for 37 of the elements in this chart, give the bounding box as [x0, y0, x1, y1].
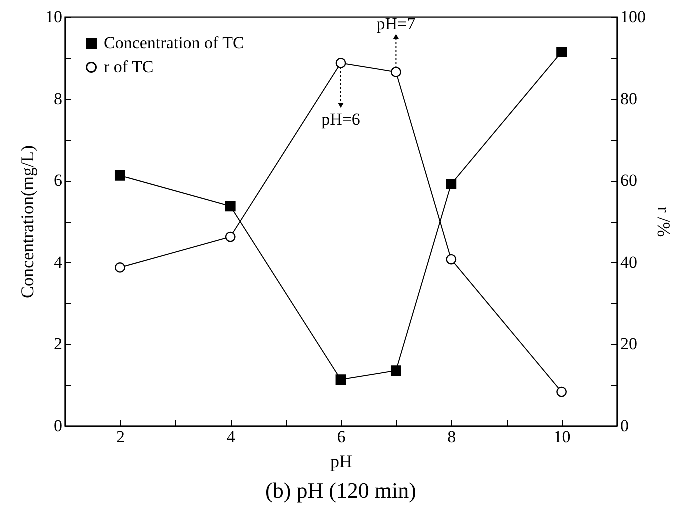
y2-tick-label: 60	[620, 171, 638, 190]
point	[556, 46, 568, 58]
point	[390, 366, 402, 376]
point	[114, 170, 126, 181]
text: (b) pH (120 min)	[266, 478, 416, 503]
y-tick-label: 6	[54, 171, 62, 190]
y-tick-label: 4	[54, 252, 63, 272]
point	[114, 262, 126, 273]
annotation: pH=7	[376, 14, 416, 34]
point	[225, 201, 236, 212]
y2-tick-label: 40	[620, 252, 638, 272]
x-tick-label: 6	[337, 428, 346, 446]
x-tick-label: 2	[116, 428, 125, 446]
x-tick-label: 10	[554, 428, 571, 446]
y2-tick-label: 100	[620, 8, 646, 26]
legend-label: r of TC	[104, 58, 154, 76]
point	[336, 374, 346, 385]
point	[446, 254, 457, 265]
x-axis-title: pH	[330, 452, 352, 472]
point	[225, 232, 236, 242]
y-tick-label: 8	[54, 89, 62, 108]
x-tick-label: 8	[448, 428, 456, 446]
point	[556, 386, 568, 398]
y-tick-label: 0	[54, 416, 62, 436]
y-axis-title: Concentration(mg/L)	[18, 146, 38, 298]
point	[390, 67, 402, 78]
y-tick-label: 10	[46, 8, 62, 26]
point	[446, 179, 457, 190]
y-tick-label: 2	[54, 334, 62, 354]
annotation: pH=6	[322, 110, 360, 129]
legend-label: Concentration of TC	[104, 34, 244, 52]
y2-tick-label: 0	[620, 416, 629, 436]
y2-tick-label: 20	[620, 334, 638, 354]
y2-axis-title: r /%	[654, 206, 674, 238]
x-tick-label: 4	[226, 428, 236, 446]
point	[336, 58, 346, 68]
y2-tick-label: 80	[620, 89, 638, 108]
